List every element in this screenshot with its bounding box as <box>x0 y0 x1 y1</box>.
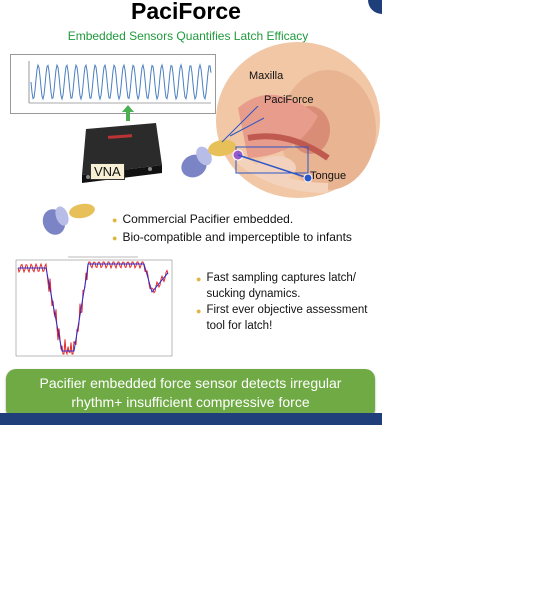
pacifier-small-icon <box>42 203 95 235</box>
bullet-list-right: ● Fast sampling captures latch/ sucking d… <box>196 270 378 334</box>
bullet-dot-icon: ● <box>112 233 118 243</box>
summary-banner: Pacifier embedded force sensor detects i… <box>6 369 375 419</box>
bullet-item: ● Fast sampling captures latch/ sucking d… <box>196 272 357 300</box>
tongue-callout <box>232 146 313 183</box>
waveform-plot <box>10 54 216 114</box>
maxilla-label: Maxilla <box>249 70 284 82</box>
bullet-list-top: ● Commercial Pacifier embedded. ● Bio-comp… <box>112 211 352 247</box>
banner-line-1: Pacifier embedded force sensor detects i… <box>39 375 342 391</box>
bullet-dot-icon: ● <box>112 215 118 225</box>
tongue-label: Tongue <box>310 170 347 182</box>
slide: PaciForce Embedded Sensors Quantifies La… <box>0 0 382 425</box>
label-pointers <box>221 106 265 143</box>
bottom-band <box>0 413 382 425</box>
force-trace-plot <box>15 256 173 357</box>
paciforce-label: PaciForce <box>264 94 314 106</box>
green-up-arrow-icon <box>122 105 134 121</box>
banner-line-2: rhythm+ insufficient compressive force <box>71 394 310 410</box>
page-subtitle: Embedded Sensors Quantifies Latch Effica… <box>67 29 309 43</box>
vna-label: VNA <box>90 163 125 180</box>
bullet-dot-icon: ● <box>196 274 202 284</box>
baby-head-illustration <box>216 42 380 198</box>
page-title: PaciForce <box>131 0 241 24</box>
bullet-dot-icon: ● <box>196 306 202 316</box>
bullet-item: ● Bio-compatible and imperceptible to inf… <box>112 229 352 247</box>
bullet-item: ● First ever objective assessment tool fo… <box>196 304 368 332</box>
bullet-item: ● Commercial Pacifier embedded. <box>112 211 352 229</box>
pacifier-icon <box>181 139 236 178</box>
